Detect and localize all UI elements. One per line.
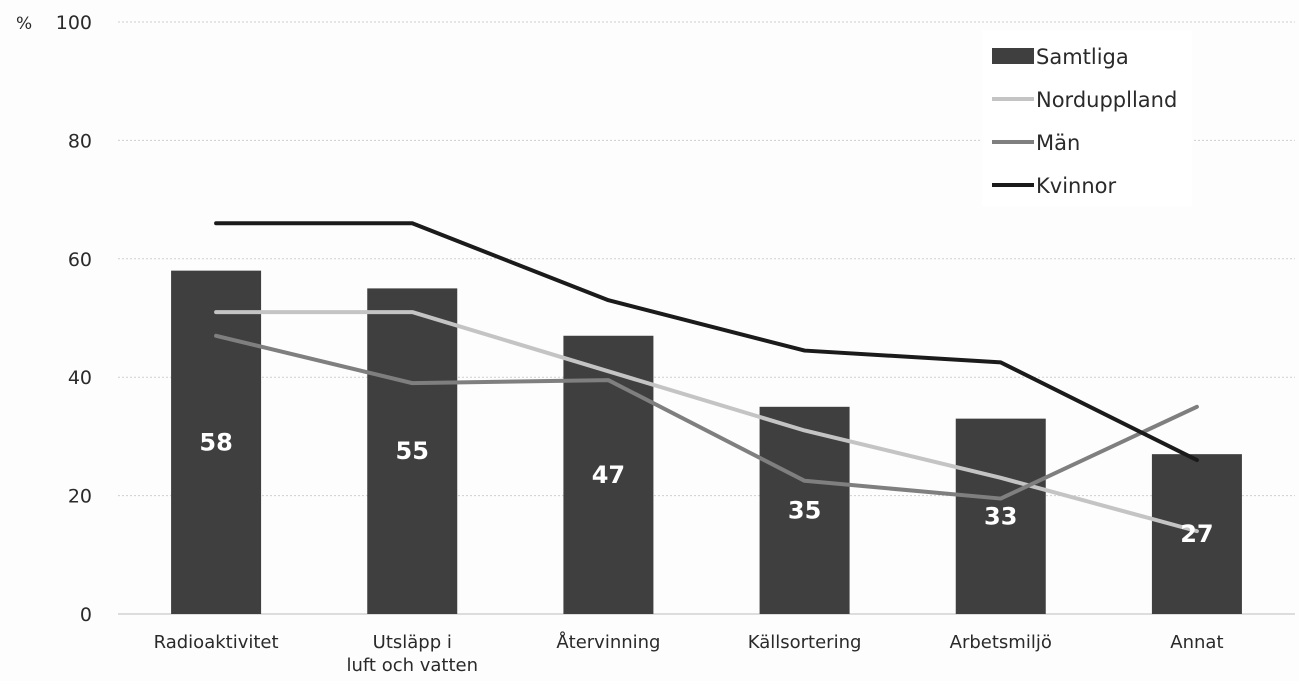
bar-samtliga bbox=[955, 418, 1046, 614]
line-kvinnor bbox=[214, 221, 1199, 463]
bar-value-label: 58 bbox=[199, 428, 232, 456]
bar-value-label: 33 bbox=[984, 502, 1017, 530]
bar-samtliga bbox=[171, 270, 262, 614]
bar-samtliga bbox=[367, 288, 458, 614]
bar-value-label: 35 bbox=[788, 496, 821, 524]
y-tick-label: 100 bbox=[56, 12, 92, 34]
y-tick-label: 80 bbox=[68, 130, 92, 152]
y-tick-label: 60 bbox=[68, 249, 92, 271]
legend-swatch-bar bbox=[992, 48, 1034, 64]
line-nordupplland bbox=[214, 310, 1199, 534]
y-tick-label: 20 bbox=[68, 486, 92, 508]
y-tick-label: 40 bbox=[68, 367, 92, 389]
y-tick-label: 0 bbox=[80, 604, 92, 626]
y-unit-label: % bbox=[16, 14, 32, 34]
x-category-label: Annat bbox=[1170, 632, 1223, 653]
bar-value-label: 27 bbox=[1180, 520, 1213, 548]
bar-samtliga bbox=[1151, 454, 1242, 614]
bar-samtliga bbox=[759, 406, 850, 614]
legend-label: Samtliga bbox=[1036, 45, 1129, 69]
bar-value-label: 55 bbox=[396, 437, 429, 465]
x-category-label: Arbetsmiljö bbox=[950, 632, 1052, 653]
x-category-label: Källsortering bbox=[748, 632, 862, 653]
legend-label: Män bbox=[1036, 131, 1080, 155]
x-category-label: Radioaktivitet bbox=[154, 632, 279, 653]
x-category-label: Utsläpp i bbox=[373, 632, 452, 653]
legend-label: Nordupplland bbox=[1036, 88, 1177, 112]
bar-value-label: 47 bbox=[592, 461, 625, 489]
x-category-label: Återvinning bbox=[556, 631, 660, 653]
line-m-n bbox=[214, 333, 1199, 501]
x-category-label: luft och vatten bbox=[346, 655, 478, 676]
legend-label: Kvinnor bbox=[1036, 174, 1117, 198]
